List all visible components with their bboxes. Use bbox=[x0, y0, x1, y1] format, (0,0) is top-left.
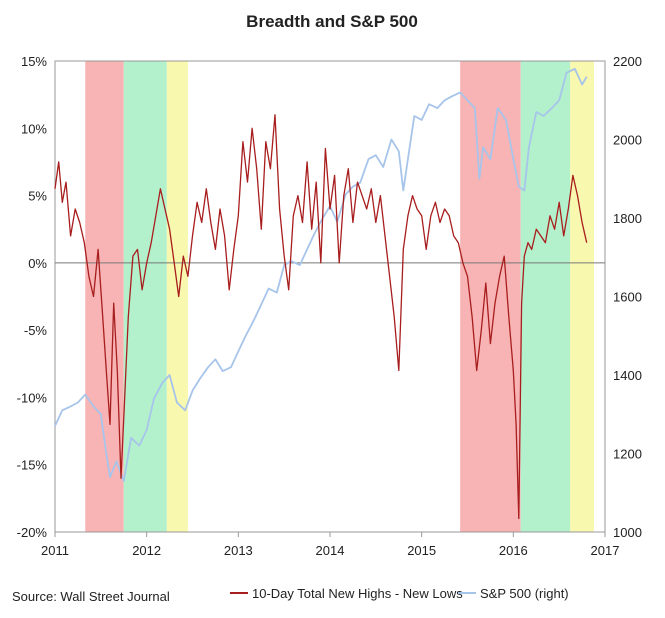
shaded-region-4 bbox=[520, 61, 571, 532]
legend: 10-Day Total New Highs - New Lows S&P 500… bbox=[230, 586, 569, 601]
left-tick-label: 15% bbox=[21, 54, 47, 69]
shaded-region-5 bbox=[570, 61, 594, 532]
shaded-region-2 bbox=[166, 61, 188, 532]
left-tick-label: -10% bbox=[17, 390, 48, 405]
source-note: Source: Wall Street Journal bbox=[12, 589, 170, 604]
series-lines bbox=[54, 67, 588, 520]
x-tick-label: 2013 bbox=[224, 543, 253, 558]
shaded-region-1 bbox=[123, 61, 167, 532]
shaded-region-0 bbox=[85, 61, 124, 532]
x-tick-label: 2012 bbox=[132, 543, 161, 558]
right-axis-ticks: 2200 2000 1800 1600 1400 1200 1000 bbox=[613, 54, 642, 540]
x-tick-label: 2017 bbox=[591, 543, 620, 558]
right-tick-label: 2200 bbox=[613, 54, 642, 69]
x-axis-ticks: 2011 2012 2013 2014 2015 2016 2017 bbox=[41, 532, 619, 558]
x-tick-label: 2011 bbox=[41, 543, 69, 558]
right-tick-label: 1800 bbox=[613, 211, 642, 226]
left-tick-label: -5% bbox=[24, 323, 48, 338]
right-tick-label: 1600 bbox=[613, 290, 642, 305]
left-tick-label: 5% bbox=[28, 189, 47, 204]
x-tick-label: 2015 bbox=[407, 543, 436, 558]
x-tick-label: 2016 bbox=[499, 543, 528, 558]
left-tick-label: 0% bbox=[28, 256, 47, 271]
left-tick-label: -15% bbox=[17, 458, 48, 473]
legend-label-0: 10-Day Total New Highs - New Lows bbox=[252, 586, 463, 601]
left-tick-label: -20% bbox=[17, 525, 48, 540]
legend-label-1: S&P 500 (right) bbox=[480, 586, 569, 601]
left-axis-ticks: 15% 10% 5% 0% -5% -10% -15% -20% bbox=[17, 54, 48, 540]
series-line-0 bbox=[54, 114, 588, 520]
chart-title: Breadth and S&P 500 bbox=[246, 12, 418, 31]
right-tick-label: 1400 bbox=[613, 368, 642, 383]
right-tick-label: 2000 bbox=[613, 133, 642, 148]
right-tick-label: 1000 bbox=[613, 525, 642, 540]
shaded-regions bbox=[85, 61, 594, 532]
right-tick-label: 1200 bbox=[613, 447, 642, 462]
x-tick-label: 2014 bbox=[316, 543, 345, 558]
left-tick-label: 10% bbox=[21, 121, 47, 136]
